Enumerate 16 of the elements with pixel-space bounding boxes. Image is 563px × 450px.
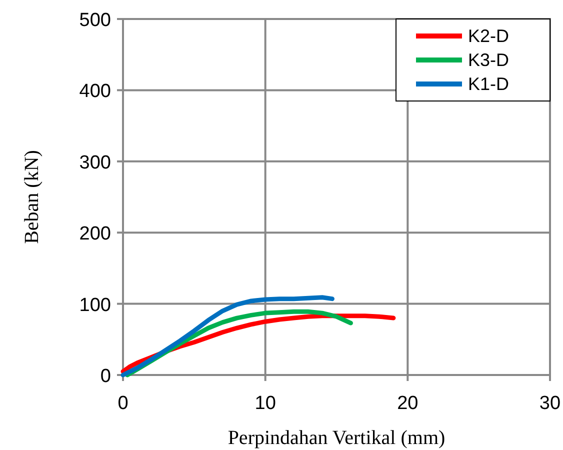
y-axis-title: Beban (kN) [21, 150, 43, 244]
x-tick-label: 0 [118, 393, 128, 414]
y-tick-label: 500 [79, 10, 111, 31]
x-tick-label: 10 [254, 393, 276, 414]
x-tick-label: 30 [539, 393, 561, 414]
y-tick-label: 0 [100, 366, 111, 387]
x-tick-label: 20 [397, 393, 418, 414]
y-tick-label: 200 [79, 224, 111, 245]
legend-label: K1-D [468, 74, 510, 94]
line-series [120, 295, 334, 378]
y-tick-label: 400 [79, 81, 111, 102]
y-tick-label: 100 [79, 294, 111, 316]
x-axis-title: Perpindahan Vertikal (mm) [228, 427, 446, 449]
legend-label: K2-D [468, 26, 510, 46]
y-tick-label: 300 [79, 152, 111, 174]
legend-label: K3-D [468, 50, 510, 70]
